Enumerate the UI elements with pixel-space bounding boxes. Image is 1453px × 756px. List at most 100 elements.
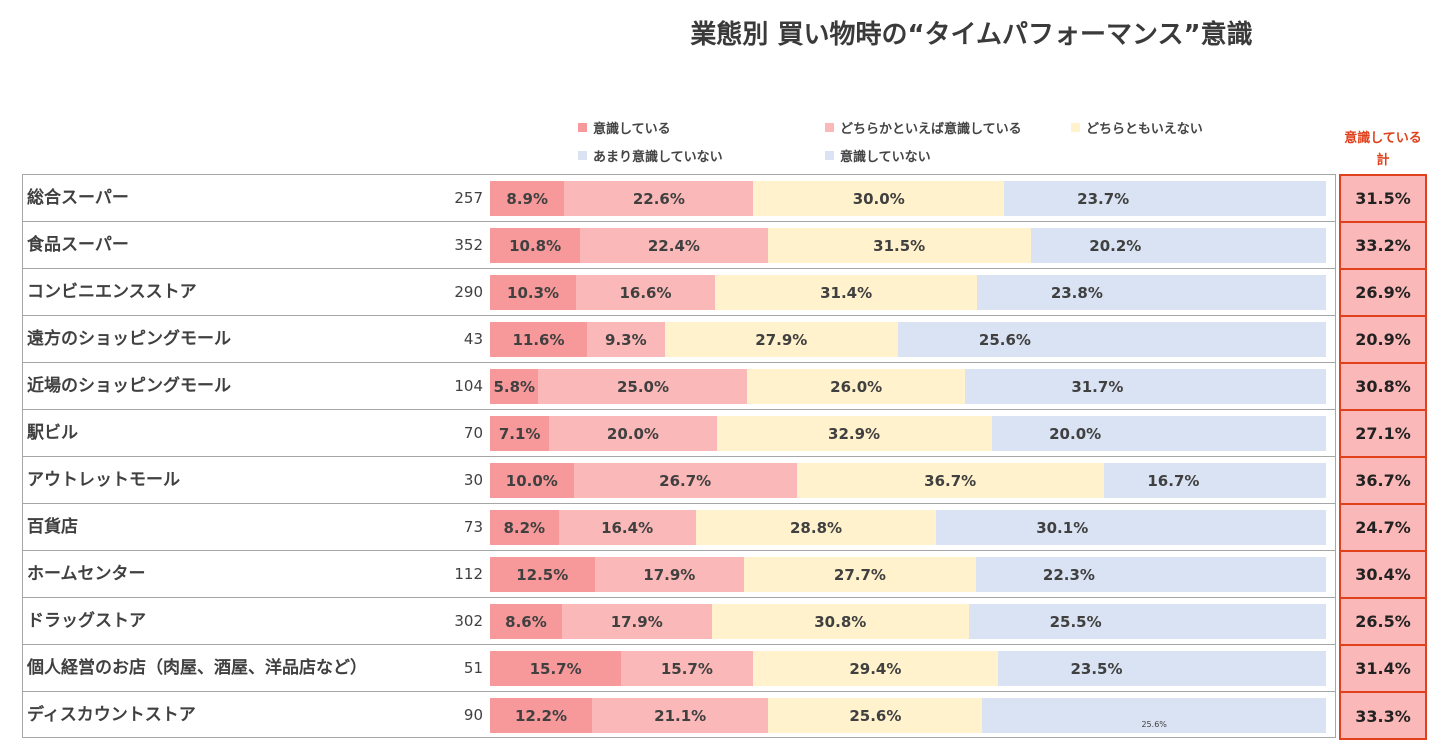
table-row: ホームセンター 112 12.5% 17.9% 27.7% 22.3% [23, 551, 1335, 598]
bar-segment [1188, 510, 1326, 545]
total-value: 31.5% [1341, 176, 1425, 223]
chart-title: 業態別 買い物時の“タイムパフォーマンス”意識 [690, 20, 1253, 50]
table-row: 食品スーパー 352 10.8% 22.4% 31.5% 20.2% [23, 222, 1335, 269]
legend-label: 意識している [593, 122, 671, 137]
legend-item: 意識している [578, 118, 671, 137]
total-value: 26.5% [1341, 599, 1425, 646]
bar-segment: 17.9% [594, 557, 745, 592]
bar-segment [1202, 181, 1326, 216]
legend-label: どちらかといえば意識している [840, 122, 1022, 137]
table-row: 百貨店 73 8.2% 16.4% 28.8% 30.1% [23, 504, 1335, 551]
legend-item: あまり意識していない [578, 146, 723, 165]
bar-segment: 22.3% [975, 557, 1163, 592]
stacked-bar: 11.6% 9.3% 27.9% 25.6% [490, 322, 1326, 357]
bar-segment [1182, 604, 1326, 639]
chart-table: 総合スーパー 257 8.9% 22.6% 30.0% 23.7% 食品スーパー 352 10.… [22, 174, 1336, 738]
legend-swatch [578, 151, 587, 160]
sample-size: 257 [454, 189, 483, 207]
legend-item: どちらともいえない [1071, 118, 1203, 137]
bar-segment: 31.4% [714, 275, 978, 310]
stacked-bar: 15.7% 15.7% 29.4% 23.5% [490, 651, 1326, 686]
legend-swatch [1071, 123, 1080, 132]
bar-segment: 8.2% [490, 510, 559, 545]
legend-item: どちらかといえば意識している [825, 118, 1022, 137]
total-value: 36.7% [1341, 458, 1425, 505]
bar-segment: 11.6% [490, 322, 587, 357]
stacked-bar: 8.2% 16.4% 28.8% 30.1% [490, 510, 1326, 545]
bar-segment: 29.4% [752, 651, 999, 686]
total-value: 20.9% [1341, 317, 1425, 364]
bar-segment: 7.1% [490, 416, 550, 451]
total-value: 27.1% [1341, 411, 1425, 458]
total-value: 30.4% [1341, 552, 1425, 599]
bar-segment: 22.4% [580, 228, 768, 263]
table-row: 駅ビル 70 7.1% 20.0% 32.9% 20.0% [23, 410, 1335, 457]
sample-size: 290 [454, 283, 483, 301]
bar-segment: 20.2% [1030, 228, 1200, 263]
sample-size: 30 [463, 471, 483, 489]
bar-segment: 23.5% [998, 651, 1195, 686]
legend-swatch [825, 123, 834, 132]
stacked-bar: 8.9% 22.6% 30.0% 23.7% [490, 181, 1326, 216]
bar-segment: 30.1% [936, 510, 1189, 545]
bar-segment: 20.0% [991, 416, 1159, 451]
bar-segment [1158, 416, 1326, 451]
sample-size: 90 [463, 706, 483, 724]
table-row: コンビニエンスストア 290 10.3% 16.6% 31.4% 23.8% [23, 269, 1335, 316]
legend-swatch [578, 123, 587, 132]
category-label: 百貨店 [27, 517, 78, 537]
stacked-bar: 12.2% 21.1% 25.6% 25.6% [490, 698, 1326, 733]
legend-label: 意識していない [840, 150, 931, 165]
category-label: ドラッグストア [27, 611, 146, 631]
bar-segment: 16.6% [576, 275, 715, 310]
total-column: 31.5% 33.2% 26.9% 20.9% 30.8% 27.1% 36.7% 24.7%… [1339, 174, 1427, 740]
bar-segment: 25.0% [538, 369, 748, 404]
sample-size: 73 [463, 518, 483, 536]
bar-segment: 23.7% [1004, 181, 1203, 216]
bar-segment: 27.9% [664, 322, 898, 357]
bar-segment [1162, 557, 1326, 592]
sample-size: 70 [463, 424, 483, 442]
bar-segment: 31.7% [964, 369, 1230, 404]
table-row: 遠方のショッピングモール 43 11.6% 9.3% 27.9% 25.6% [23, 316, 1335, 363]
stacked-bar: 10.0% 26.7% 36.7% 16.7% [490, 463, 1326, 498]
legend-item: 意識していない [825, 146, 931, 165]
bar-segment: 32.9% [716, 416, 992, 451]
bar-segment: 28.8% [695, 510, 937, 545]
bar-segment: 10.8% [490, 228, 581, 263]
category-label: 近場のショッピングモール [27, 376, 231, 396]
bar-segment: 27.7% [744, 557, 976, 592]
bar-segment [1194, 651, 1326, 686]
stacked-bar: 12.5% 17.9% 27.7% 22.3% [490, 557, 1326, 592]
bar-segment: 36.7% [796, 463, 1104, 498]
bar-segment: 16.4% [558, 510, 696, 545]
sample-size: 51 [463, 659, 483, 677]
category-label: 総合スーパー [27, 188, 129, 208]
stacked-bar: 8.6% 17.9% 30.8% 25.5% [490, 604, 1326, 639]
bar-segment: 22.6% [564, 181, 754, 216]
bar-segment: 12.2% [490, 698, 592, 733]
bar-segment [1199, 228, 1326, 263]
category-label: ディスカウントストア [27, 705, 196, 725]
category-label: ホームセンター [27, 564, 146, 584]
sample-size: 43 [463, 330, 483, 348]
total-value: 33.3% [1355, 707, 1411, 726]
bar-segment: 5.8% [490, 369, 539, 404]
category-label: アウトレットモール [27, 470, 180, 490]
bar-segment: 17.9% [561, 604, 712, 639]
table-row: アウトレットモール 30 10.0% 26.7% 36.7% 16.7% [23, 457, 1335, 504]
bar-segment: 8.6% [490, 604, 562, 639]
bar-segment: 30.8% [711, 604, 970, 639]
total-value: 26.9% [1341, 270, 1425, 317]
bar-segment: 23.8% [977, 275, 1177, 310]
stacked-bar: 5.8% 25.0% 26.0% 31.7% [490, 369, 1326, 404]
bar-segment: 16.7% [1103, 463, 1244, 498]
category-label: 遠方のショッピングモール [27, 329, 231, 349]
bar-segment: 25.6% [982, 698, 1326, 733]
table-row: 近場のショッピングモール 104 5.8% 25.0% 26.0% 31.7% [23, 363, 1335, 410]
table-row: 総合スーパー 257 8.9% 22.6% 30.0% 23.7% [23, 175, 1335, 222]
bar-segment: 12.5% [490, 557, 595, 592]
bar-segment: 15.7% [621, 651, 753, 686]
bar-segment: 25.6% [897, 322, 1112, 357]
sample-size: 352 [454, 236, 483, 254]
